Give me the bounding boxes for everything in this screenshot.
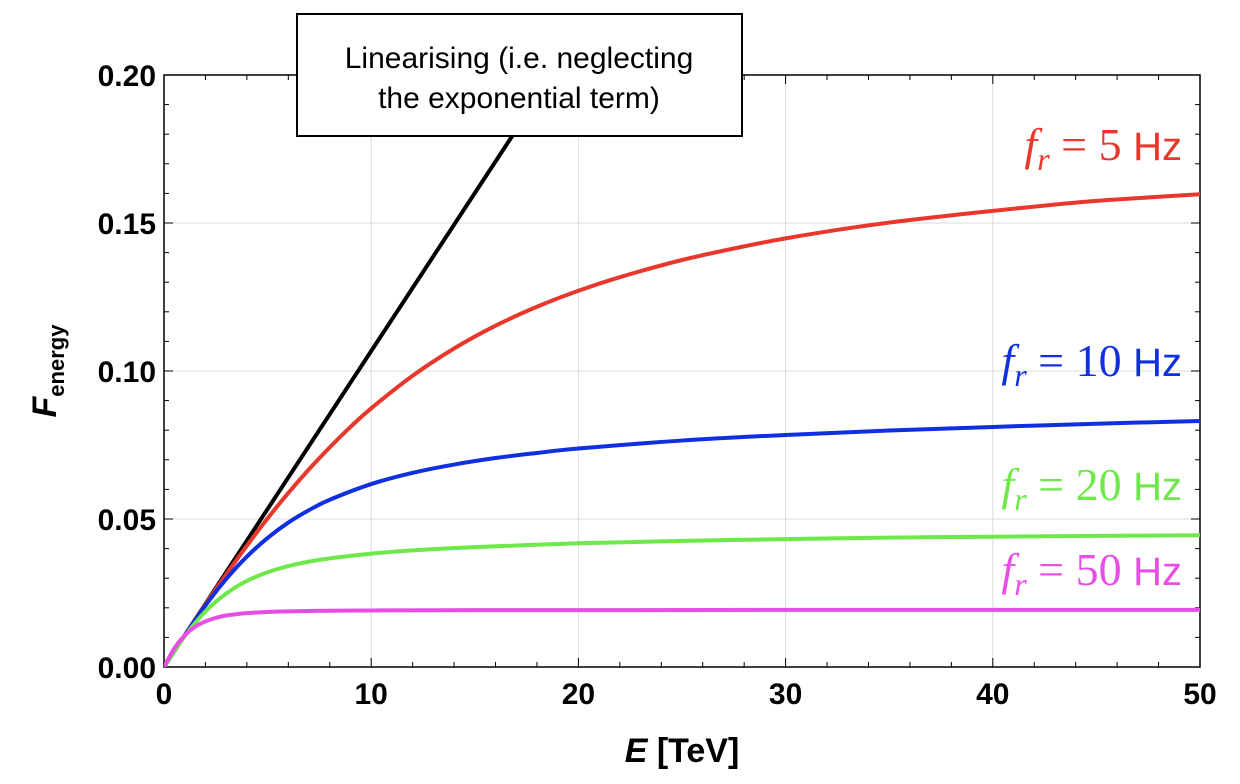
series-labels: fr = 5 Hz fr = 10 Hz fr = 20 Hz fr = 50 Hz — [1001, 119, 1182, 602]
series-label-fr-20hz: fr = 20 Hz — [1001, 459, 1182, 517]
x-tick-label: 30 — [769, 678, 802, 711]
y-tick-label: 0.05 — [98, 504, 156, 537]
series-label-fr-5hz: fr = 5 Hz — [1024, 119, 1182, 177]
y-axis-subscript: energy — [44, 324, 69, 397]
series-label-fr-10hz: fr = 10 Hz — [1001, 335, 1182, 393]
annotation-line-1: Linearising (i.e. neglecting — [345, 42, 694, 75]
y-axis-title: Fenergy — [26, 324, 69, 418]
series-label-fr-50hz: fr = 50 Hz — [1001, 544, 1182, 602]
grid-lines — [164, 75, 1200, 667]
y-tick-label: 0.20 — [98, 60, 156, 93]
x-tick-label: 50 — [1183, 678, 1216, 711]
annotation-linearising: Linearising (i.e. neglecting the exponen… — [296, 13, 743, 137]
y-tick-label: 0.10 — [98, 356, 156, 389]
x-tick-label: 0 — [156, 678, 173, 711]
x-axis-title: E [TeV] — [625, 732, 740, 770]
series-line-fr-5hz — [164, 192, 1200, 667]
annotation-box — [296, 13, 743, 137]
x-tick-label: 40 — [976, 678, 1009, 711]
series-line-fr-50hz — [164, 607, 1200, 667]
x-tick-label: 20 — [562, 678, 595, 711]
annotation-line-2: the exponential term) — [378, 82, 660, 115]
x-tick-label: 10 — [355, 678, 388, 711]
y-tick-label: 0.15 — [98, 208, 156, 241]
series-line-fr-10hz — [164, 419, 1200, 667]
series-layer — [164, 102, 1200, 667]
y-tick-label: 0.00 — [98, 652, 156, 685]
series-line-fr-20hz — [164, 533, 1200, 667]
x-axis-unit: [TeV] — [657, 732, 739, 770]
y-axis-symbol: F — [26, 395, 64, 417]
x-tick-labels: 0 10 20 30 40 50 — [156, 678, 1217, 711]
x-axis-symbol: E — [625, 732, 649, 770]
y-tick-labels: 0.00 0.05 0.10 0.15 0.20 — [98, 60, 156, 685]
